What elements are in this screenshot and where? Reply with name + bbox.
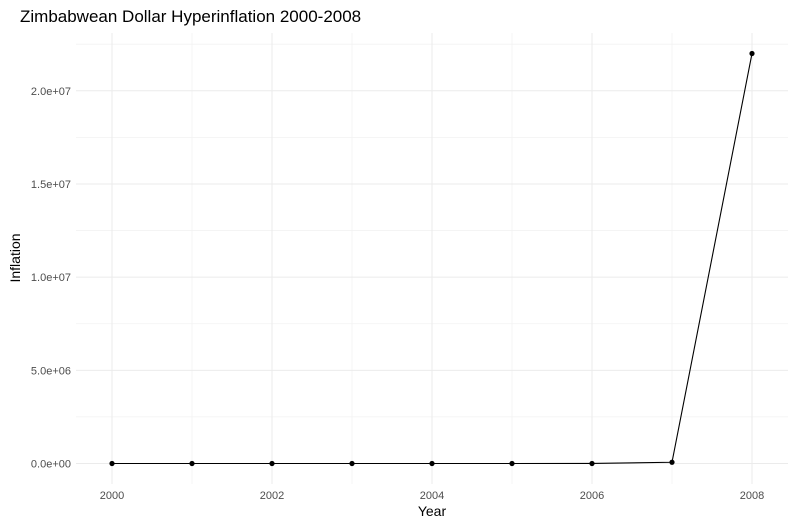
x-axis-title: Year — [418, 503, 447, 519]
grid — [76, 33, 788, 484]
x-axis-ticks: 2000 2002 2004 2006 2008 — [100, 490, 764, 502]
data-point-2005 — [509, 460, 515, 467]
x-tick-label: 2002 — [260, 490, 284, 502]
x-tick-label: 2004 — [420, 490, 444, 502]
x-tick-label: 2008 — [740, 490, 764, 502]
data-point-2004 — [429, 460, 435, 467]
y-tick-label: 5.0e+06 — [31, 365, 71, 377]
y-tick-label: 1.0e+07 — [31, 272, 71, 284]
data-point-2001 — [189, 460, 195, 467]
x-tick-label: 2000 — [100, 490, 124, 502]
chart-title: Zimbabwean Dollar Hyperinflation 2000-20… — [20, 7, 361, 26]
data-point-2008 — [749, 50, 755, 57]
y-axis-title: Inflation — [7, 233, 23, 282]
x-tick-label: 2006 — [580, 490, 604, 502]
data-points — [109, 50, 755, 467]
data-point-2000 — [109, 460, 115, 467]
y-axis-ticks: 0.0e+00 5.0e+06 1.0e+07 1.5e+07 2.0e+07 — [31, 86, 71, 471]
data-point-2006 — [589, 460, 595, 467]
y-tick-label: 1.5e+07 — [31, 179, 71, 191]
data-point-2003 — [349, 460, 355, 467]
y-tick-label: 2.0e+07 — [31, 86, 71, 98]
data-point-2002 — [269, 460, 275, 467]
y-tick-label: 0.0e+00 — [31, 459, 71, 471]
data-point-2007 — [669, 459, 675, 465]
